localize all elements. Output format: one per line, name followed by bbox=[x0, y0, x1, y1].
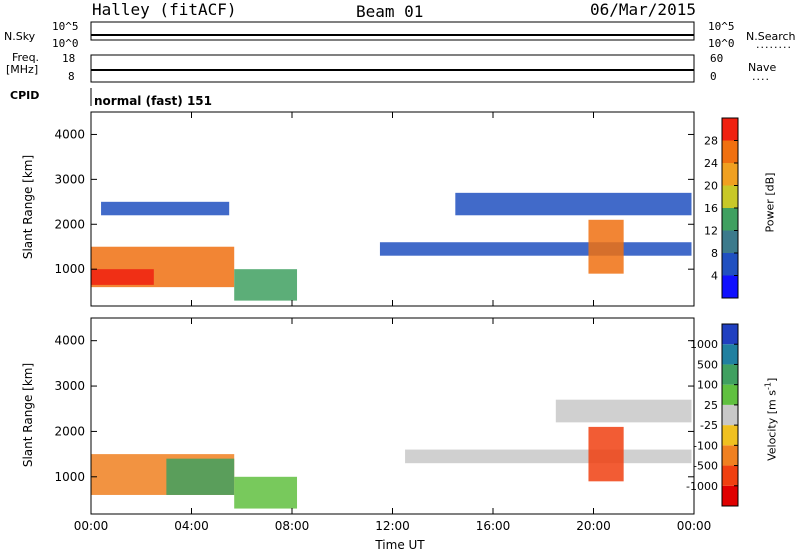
nsearch-tick-low: 10^0 bbox=[708, 37, 735, 50]
y-tick-label-0: 1000 bbox=[54, 262, 85, 276]
x-tick-label-5: 20:00 bbox=[576, 519, 611, 533]
y-tick-label-0: 1000 bbox=[54, 470, 85, 484]
colorbar-tick-label-1: 24 bbox=[704, 157, 718, 170]
colorbar-tick-label-1: 500 bbox=[697, 358, 718, 371]
nsky-strip-frame bbox=[90, 21, 695, 41]
nave-label: Nave bbox=[748, 61, 777, 74]
scatter-region-1 bbox=[91, 269, 154, 285]
x-tick-label-3: 12:00 bbox=[375, 519, 410, 533]
colorbar-swatch-5 bbox=[722, 384, 738, 405]
colorbar-tick-label-6: -500 bbox=[693, 460, 718, 473]
freq-strip-frame bbox=[90, 54, 695, 83]
colorbar-swatch-7 bbox=[722, 118, 738, 141]
scatter-region-3 bbox=[101, 201, 230, 216]
colorbar-swatch-0 bbox=[722, 485, 738, 506]
nsky-label: N.Sky bbox=[4, 30, 36, 43]
colorbar-swatch-2 bbox=[722, 230, 738, 253]
nave-tick-high: 60 bbox=[710, 52, 724, 65]
colorbar-swatch-4 bbox=[722, 185, 738, 208]
scatter-region-4 bbox=[379, 242, 692, 256]
nsky-tick-low: 10^0 bbox=[52, 37, 79, 50]
colorbar-swatch-6 bbox=[722, 364, 738, 385]
freq-tick-low: 8 bbox=[68, 70, 75, 83]
colorbar-swatch-3 bbox=[722, 208, 738, 231]
scatter-region-4 bbox=[555, 399, 692, 423]
y-tick-label-3: 4000 bbox=[54, 127, 85, 141]
colorbar-tick-label-0: 1000 bbox=[690, 338, 718, 351]
freq-tick-high: 18 bbox=[62, 52, 76, 65]
colorbar-swatch-6 bbox=[722, 140, 738, 163]
nsearch-label: N.Search bbox=[746, 30, 796, 43]
y-tick-label-1: 2000 bbox=[54, 217, 85, 231]
x-tick-label-4: 16:00 bbox=[476, 519, 511, 533]
colorbar-swatch-1 bbox=[722, 465, 738, 486]
cpid-value: normal (fast) 151 bbox=[94, 94, 212, 108]
nave-tick-low: 0 bbox=[710, 70, 717, 83]
colorbar-tick-label-4: -25 bbox=[700, 419, 718, 432]
nsearch-dots: ........ bbox=[756, 38, 792, 51]
date-title: 06/Mar/2015 bbox=[590, 0, 696, 19]
colorbar-tick-label-3: 16 bbox=[704, 202, 718, 215]
scatter-region-1 bbox=[166, 458, 235, 495]
x-tick-label-1: 04:00 bbox=[174, 519, 209, 533]
scatter-region-3 bbox=[405, 449, 692, 464]
colorbar-tick-label-6: 4 bbox=[711, 270, 718, 283]
radar-site-title: Halley (fitACF) bbox=[92, 0, 237, 19]
colorbar-tick-label-2: 20 bbox=[704, 180, 718, 193]
velocity-colorbar-label: Velocity [m s-1] bbox=[764, 364, 779, 474]
velocity-ylabel: Slant Range [km] bbox=[21, 362, 35, 468]
time-xlabel: Time UT bbox=[375, 538, 425, 552]
scatter-region-5 bbox=[588, 426, 624, 482]
y-tick-label-1: 2000 bbox=[54, 424, 85, 438]
colorbar-tick-label-2: 100 bbox=[697, 379, 718, 392]
freq-unit: [MHz] bbox=[6, 63, 39, 76]
x-tick-label-0: 00:00 bbox=[74, 519, 109, 533]
nsky-tick-high: 10^5 bbox=[52, 20, 79, 33]
colorbar-frame bbox=[721, 323, 739, 507]
colorbar-swatch-8 bbox=[722, 324, 738, 345]
colorbar-swatch-2 bbox=[722, 445, 738, 466]
colorbar-tick-label-7: -1000 bbox=[686, 480, 718, 493]
colorbar-swatch-3 bbox=[722, 425, 738, 446]
colorbar-tick-label-3: 25 bbox=[704, 399, 718, 412]
colorbar-tick-label-5: -100 bbox=[693, 439, 718, 452]
velocity-colorbar-label-text: Velocity [m s bbox=[765, 390, 779, 461]
power-ylabel: Slant Range [km] bbox=[21, 154, 35, 260]
colorbar-swatch-7 bbox=[722, 344, 738, 365]
scatter-region-2 bbox=[234, 476, 298, 509]
colorbar-tick-label-5: 8 bbox=[711, 247, 718, 260]
colorbar-swatch-1 bbox=[722, 253, 738, 276]
beam-title: Beam 01 bbox=[356, 2, 424, 21]
y-tick-label-2: 3000 bbox=[54, 379, 85, 393]
scatter-region-5 bbox=[455, 192, 692, 216]
y-tick-label-2: 3000 bbox=[54, 172, 85, 186]
velocity-colorbar-label-exp: -1 bbox=[763, 382, 773, 391]
y-tick-label-3: 4000 bbox=[54, 334, 85, 348]
power-panel: 1000 2000 3000 4000 28 24 20 16 12 8 4 bbox=[54, 111, 739, 307]
x-tick-label-6: 00:00 bbox=[677, 519, 712, 533]
velocity-colorbar-label-end: ] bbox=[765, 377, 779, 383]
colorbar-swatch-4 bbox=[722, 404, 738, 426]
colorbar-swatch-5 bbox=[722, 163, 738, 186]
velocity-panel: 1000 2000 3000 4000 1000 500 100 25 -25 -100 -500 -… bbox=[54, 317, 739, 533]
cpid-label: CPID bbox=[10, 89, 40, 102]
x-tick-label-2: 08:00 bbox=[275, 519, 310, 533]
freq-label: Freq. bbox=[12, 51, 40, 64]
scatter-region-6 bbox=[588, 219, 624, 274]
colorbar-tick-label-0: 28 bbox=[704, 135, 718, 148]
nsearch-tick-high: 10^5 bbox=[708, 20, 735, 33]
nave-dots: .... bbox=[752, 70, 770, 83]
power-colorbar-label: Power [dB] bbox=[763, 172, 777, 233]
colorbar-tick-label-4: 12 bbox=[704, 225, 718, 238]
colorbar-swatch-0 bbox=[722, 275, 738, 298]
scatter-region-2 bbox=[234, 269, 298, 301]
